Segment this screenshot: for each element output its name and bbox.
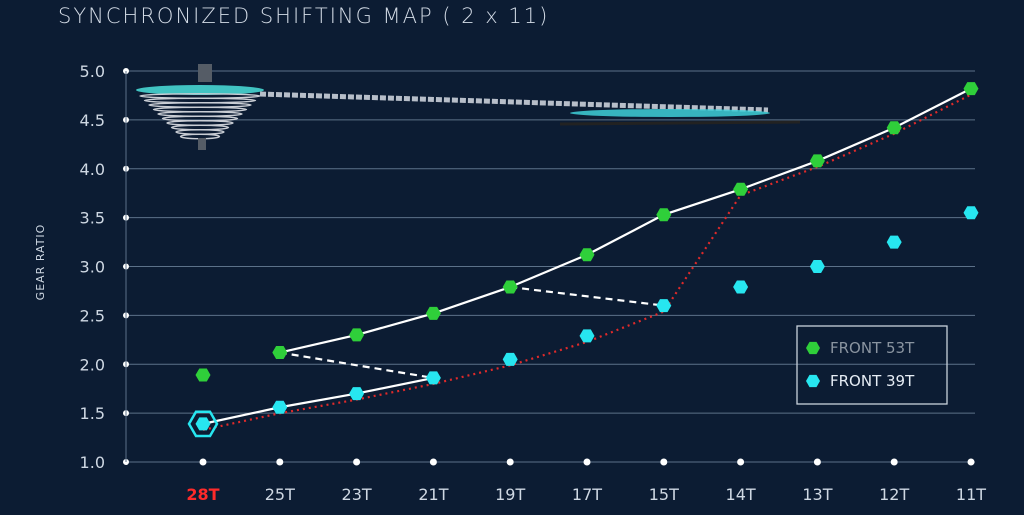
cassette-sprocket bbox=[166, 120, 234, 126]
y-tick-label: 2.0 bbox=[80, 355, 105, 374]
x-tick-label: 15T bbox=[649, 485, 679, 504]
cassette-sprocket bbox=[143, 97, 257, 104]
data-point-39t bbox=[733, 280, 749, 294]
data-marks bbox=[187, 82, 979, 438]
x-tick-dot bbox=[660, 458, 668, 466]
x-tick-dot bbox=[813, 458, 821, 466]
x-tick-dot bbox=[967, 458, 975, 466]
x-tick-dot bbox=[583, 458, 591, 466]
x-tick-dot bbox=[506, 458, 514, 466]
y-axis-ticks: 5.0 4.5 4.0 3.5 3.0 2.5 2.0 1.5 1.0 bbox=[80, 62, 105, 472]
x-axis-ticks: 28T 25T 23T 21T 19T 17T 15T 14T 13T 12T 11T bbox=[186, 458, 986, 504]
x-tick-dot bbox=[429, 458, 437, 466]
crank-arm bbox=[559, 120, 801, 126]
shift-path-line bbox=[279, 87, 972, 354]
cassette-sprocket bbox=[175, 129, 225, 135]
cassette-sprocket bbox=[152, 106, 248, 113]
drivetrain-illustration bbox=[136, 64, 801, 150]
legend-marker bbox=[806, 374, 820, 388]
data-point-39t bbox=[425, 371, 441, 385]
data-point-39t bbox=[349, 387, 365, 401]
y-axis-label: GEAR RATIO bbox=[34, 224, 47, 301]
x-tick-label: 25T bbox=[265, 485, 295, 504]
chainring bbox=[570, 109, 770, 117]
x-tick-label: 23T bbox=[342, 485, 372, 504]
data-point-53t bbox=[349, 328, 365, 342]
data-point-39t bbox=[579, 329, 595, 343]
data-point-53t bbox=[733, 182, 749, 196]
data-point-53t bbox=[886, 121, 902, 135]
y-tick-label: 1.0 bbox=[80, 453, 105, 472]
legend-label: FRONT 53T bbox=[830, 339, 915, 357]
x-tick-label: 21T bbox=[418, 485, 448, 504]
data-point-53t bbox=[272, 346, 288, 359]
x-tick-dot bbox=[276, 458, 284, 466]
cassette-top-sprocket bbox=[136, 85, 264, 95]
y-tick-label: 3.5 bbox=[80, 209, 105, 228]
data-point-39t bbox=[886, 235, 902, 249]
chart-title: SYNCHRONIZED SHIFTING MAP ( 2 x 11) bbox=[58, 4, 550, 28]
x-tick-label: 11T bbox=[956, 485, 986, 504]
cassette-sprocket bbox=[139, 93, 261, 99]
cassette-spindle bbox=[198, 64, 212, 82]
x-tick-label: 12T bbox=[879, 485, 909, 504]
cassette-sprocket bbox=[170, 124, 230, 131]
start-gear-highlight bbox=[187, 410, 219, 438]
x-tick-dot bbox=[353, 458, 361, 466]
x-tick-dot bbox=[199, 458, 207, 466]
legend-marker bbox=[806, 341, 820, 355]
data-point-39t bbox=[963, 206, 979, 220]
chain bbox=[259, 91, 769, 113]
legend: FRONT 53T FRONT 39T bbox=[796, 325, 948, 405]
y-tick-label: 4.0 bbox=[80, 160, 105, 179]
data-point-39t bbox=[272, 400, 288, 414]
data-point-39t bbox=[502, 352, 518, 366]
shift-path-line bbox=[202, 376, 434, 425]
data-point-39t bbox=[195, 417, 211, 431]
data-point-53t bbox=[425, 306, 441, 320]
y-tick-label: 2.5 bbox=[80, 306, 105, 325]
x-tick-dot bbox=[890, 458, 898, 466]
y-tick-label: 4.5 bbox=[80, 111, 105, 130]
grid bbox=[123, 68, 975, 465]
cassette-sprocket bbox=[157, 111, 243, 117]
data-point-53t bbox=[656, 208, 672, 222]
data-point-53t bbox=[195, 368, 211, 382]
x-tick-label: 13T bbox=[802, 485, 832, 504]
y-tick-label: 3.0 bbox=[80, 258, 105, 277]
data-point-53t bbox=[809, 154, 825, 168]
y-tick-label: 5.0 bbox=[80, 62, 105, 81]
cassette-stack bbox=[139, 93, 261, 140]
shift-paths bbox=[202, 87, 972, 431]
shift-jump-line bbox=[510, 285, 664, 307]
shift-jump-line bbox=[279, 351, 434, 380]
x-tick-label: 28T bbox=[186, 485, 219, 504]
legend-label: FRONT 39T bbox=[830, 372, 915, 390]
data-point-39t bbox=[656, 299, 672, 313]
x-tick-label: 17T bbox=[572, 485, 602, 504]
legend-box bbox=[796, 325, 948, 405]
x-tick-label: 14T bbox=[726, 485, 756, 504]
cassette-sprocket bbox=[161, 115, 239, 122]
data-point-53t bbox=[502, 280, 518, 294]
data-point-53t bbox=[579, 248, 595, 262]
x-tick-dot bbox=[737, 458, 745, 466]
x-tick-label: 19T bbox=[495, 485, 525, 504]
data-point-53t bbox=[963, 82, 979, 96]
cassette-sprocket bbox=[148, 102, 252, 108]
cassette-hub bbox=[198, 138, 206, 150]
y-tick-label: 1.5 bbox=[80, 404, 105, 423]
data-point-39t bbox=[809, 260, 825, 273]
